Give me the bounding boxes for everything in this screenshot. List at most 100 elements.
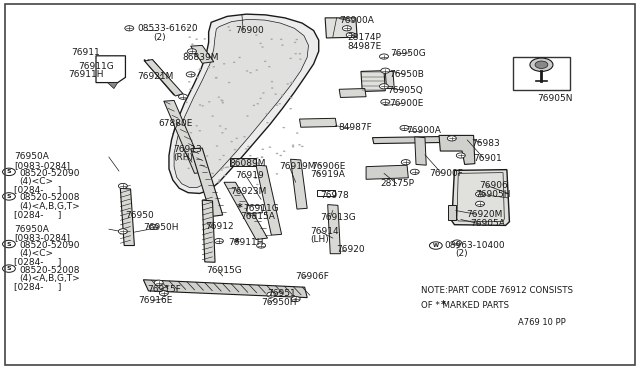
Polygon shape — [385, 71, 394, 89]
Circle shape — [281, 44, 284, 46]
Circle shape — [294, 53, 297, 54]
Circle shape — [280, 39, 282, 40]
Circle shape — [296, 132, 298, 134]
Circle shape — [255, 34, 258, 36]
Circle shape — [230, 141, 233, 142]
Text: S: S — [6, 194, 12, 199]
Circle shape — [211, 115, 214, 117]
Circle shape — [452, 240, 461, 245]
Polygon shape — [366, 165, 408, 179]
Text: (4)<C>: (4)<C> — [19, 249, 53, 258]
Circle shape — [202, 105, 204, 107]
Circle shape — [292, 146, 294, 148]
Circle shape — [287, 83, 289, 85]
Polygon shape — [448, 205, 456, 220]
Circle shape — [278, 103, 281, 105]
Circle shape — [201, 54, 204, 55]
Circle shape — [212, 66, 215, 68]
Circle shape — [289, 108, 292, 109]
Text: 76913G: 76913G — [320, 213, 356, 222]
Circle shape — [262, 92, 265, 94]
Circle shape — [203, 160, 205, 161]
Polygon shape — [169, 14, 319, 193]
Circle shape — [187, 26, 189, 28]
Circle shape — [260, 171, 263, 173]
Circle shape — [227, 166, 229, 168]
Polygon shape — [256, 165, 282, 235]
Text: W: W — [433, 243, 439, 248]
Circle shape — [291, 81, 294, 83]
Circle shape — [154, 280, 163, 285]
Text: 76950A: 76950A — [14, 153, 49, 161]
Circle shape — [3, 265, 15, 272]
Circle shape — [221, 132, 224, 134]
Text: 76911H: 76911H — [228, 238, 263, 247]
Text: (2): (2) — [154, 33, 166, 42]
Text: 08963-10400: 08963-10400 — [445, 241, 506, 250]
Circle shape — [216, 145, 218, 147]
Text: 76919: 76919 — [236, 171, 264, 180]
Polygon shape — [452, 170, 509, 225]
Circle shape — [282, 127, 285, 128]
Circle shape — [294, 42, 296, 43]
Circle shape — [342, 26, 351, 31]
Text: 08520-52090: 08520-52090 — [19, 169, 80, 178]
Circle shape — [191, 44, 194, 45]
Text: 76905H: 76905H — [475, 190, 510, 199]
Text: 76915F: 76915F — [147, 285, 181, 294]
Text: NOTE:PART CODE 76912 CONSISTS: NOTE:PART CODE 76912 CONSISTS — [421, 286, 573, 295]
Circle shape — [296, 39, 298, 40]
Text: 76950G: 76950G — [390, 49, 426, 58]
Circle shape — [208, 101, 211, 103]
Text: 76905N: 76905N — [538, 94, 573, 103]
Circle shape — [298, 144, 301, 145]
Circle shape — [256, 184, 259, 185]
Circle shape — [250, 72, 252, 74]
Text: 76900A: 76900A — [339, 16, 374, 25]
Polygon shape — [191, 45, 214, 63]
Circle shape — [149, 224, 158, 230]
Circle shape — [266, 122, 269, 124]
Polygon shape — [372, 136, 466, 144]
Circle shape — [299, 53, 301, 54]
Circle shape — [381, 99, 390, 105]
Circle shape — [186, 72, 195, 77]
Circle shape — [257, 103, 259, 105]
Text: [0284-     ]: [0284- ] — [14, 257, 61, 266]
Circle shape — [264, 183, 267, 184]
Text: S: S — [6, 266, 12, 271]
Text: 76923M: 76923M — [230, 187, 267, 196]
Text: S: S — [6, 169, 12, 174]
Circle shape — [218, 179, 221, 181]
Circle shape — [220, 169, 223, 171]
Circle shape — [257, 243, 266, 248]
Circle shape — [3, 168, 15, 176]
Circle shape — [188, 36, 191, 38]
Circle shape — [246, 70, 248, 72]
Circle shape — [225, 167, 227, 168]
Circle shape — [195, 125, 198, 126]
Circle shape — [271, 87, 273, 89]
Circle shape — [196, 77, 199, 78]
Circle shape — [245, 148, 248, 150]
Circle shape — [289, 58, 292, 59]
Circle shape — [300, 121, 302, 122]
Text: 76919M: 76919M — [279, 162, 316, 171]
Circle shape — [207, 67, 210, 68]
Circle shape — [410, 169, 419, 174]
Circle shape — [447, 136, 456, 141]
Circle shape — [243, 136, 246, 138]
Text: [0284-     ]: [0284- ] — [14, 185, 61, 194]
Circle shape — [257, 163, 259, 164]
Text: 28175P: 28175P — [381, 179, 415, 188]
Text: 76950: 76950 — [125, 211, 154, 219]
Polygon shape — [202, 200, 215, 262]
Polygon shape — [415, 137, 426, 165]
Text: 76951: 76951 — [268, 289, 296, 298]
Polygon shape — [328, 205, 340, 254]
Text: 08520-52090: 08520-52090 — [19, 241, 80, 250]
Text: 76911G: 76911G — [78, 62, 114, 71]
Circle shape — [118, 183, 127, 189]
Polygon shape — [325, 18, 357, 38]
Circle shape — [401, 160, 410, 165]
